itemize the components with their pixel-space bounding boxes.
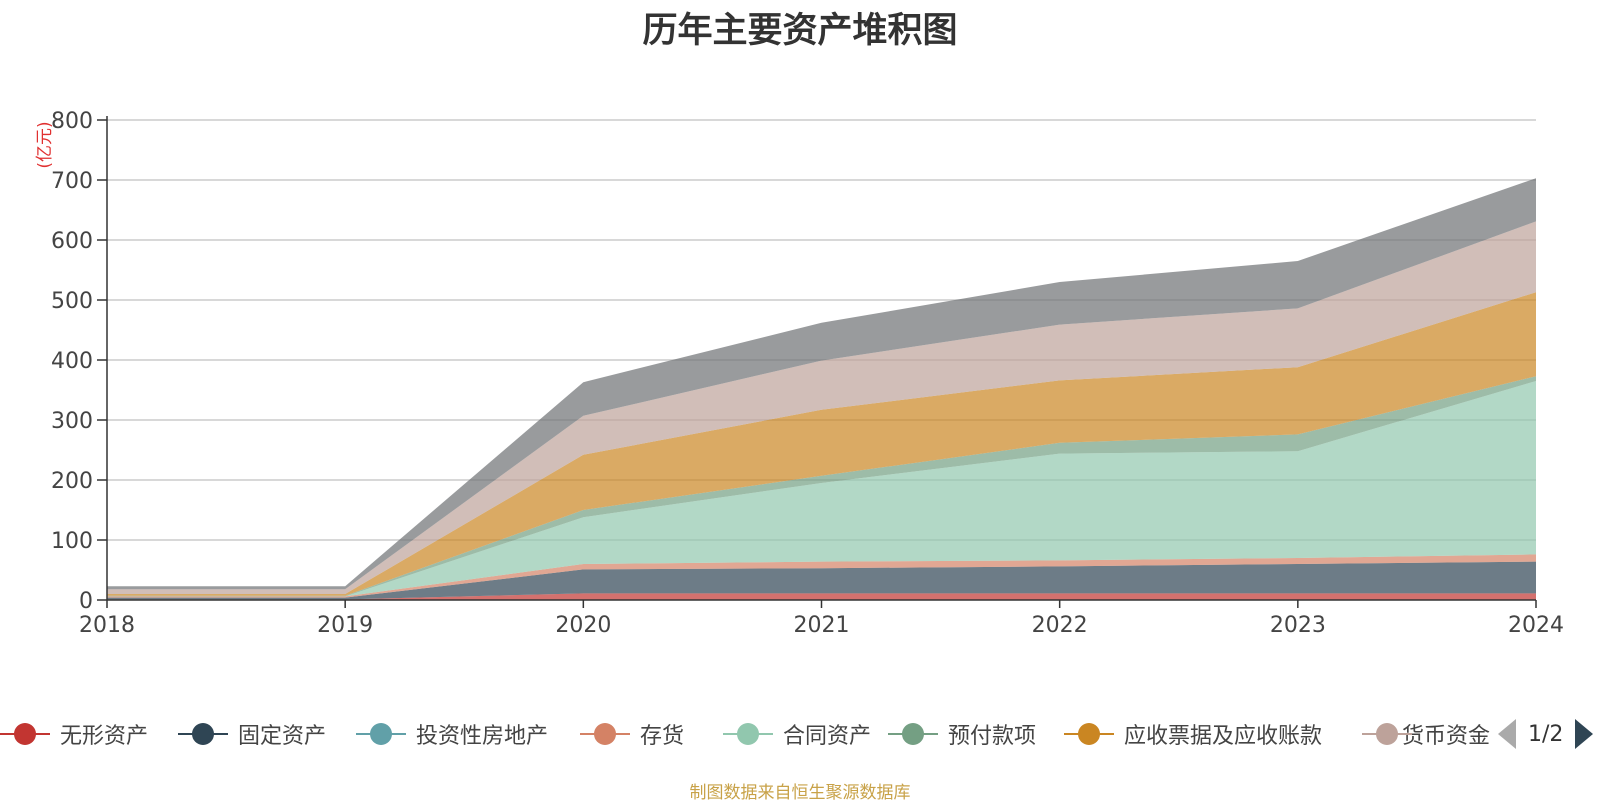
legend-label: 投资性房地产 [416, 724, 549, 749]
y-tick-label: 0 [79, 589, 93, 614]
data-source-note: 制图数据来自恒生聚源数据库 [689, 783, 911, 803]
area-series-3 [107, 554, 1536, 598]
y-tick-label: 700 [51, 169, 93, 194]
legend-item[interactable]: 无形资产 [0, 714, 148, 754]
x-tick-label: 2018 [79, 613, 135, 638]
x-tick-label: 2024 [1508, 613, 1564, 638]
legend-item[interactable]: 预付款项 [888, 714, 1036, 754]
legend-next-arrow-icon[interactable] [1575, 719, 1594, 749]
legend-label: 应收票据及应收账款 [1124, 724, 1323, 749]
legend-item[interactable]: 存货 [580, 714, 684, 754]
x-tick-label: 2019 [317, 613, 373, 638]
legend-page-indicator: 1/2 [1528, 721, 1564, 747]
y-tick-label: 800 [51, 109, 93, 134]
legend-marker-icon [1362, 719, 1412, 749]
y-tick-label: 200 [51, 469, 93, 494]
area-series-1 [107, 561, 1536, 600]
x-tick-label: 2023 [1270, 613, 1326, 638]
y-tick-label: 300 [51, 409, 93, 434]
y-axis-unit-label: (亿元) [35, 121, 55, 168]
y-tick-label: 400 [51, 349, 93, 374]
x-tick-label: 2020 [555, 613, 611, 638]
legend-item[interactable]: 固定资产 [178, 714, 326, 754]
chart-title: 历年主要资产堆积图 [642, 11, 958, 51]
x-tick-label: 2022 [1032, 613, 1088, 638]
legend-marker-icon [888, 719, 938, 749]
legend-label: 存货 [640, 724, 685, 749]
area-series-7 [107, 221, 1536, 594]
legend-item[interactable]: 投资性房地产 [356, 714, 548, 754]
legend-marker-icon [0, 719, 50, 749]
legend-label: 固定资产 [238, 724, 327, 749]
area-series-0 [107, 593, 1536, 600]
area-series-8 [107, 178, 1536, 590]
area-series-4 [107, 381, 1536, 597]
legend-item[interactable]: 应收票据及应收账款 [1064, 714, 1322, 754]
legend-item[interactable]: 货币资金 [1362, 714, 1490, 754]
legend-label: 货币资金 [1401, 724, 1490, 749]
legend-label: 预付款项 [948, 724, 1037, 749]
legend-pager: 1/2 [1498, 714, 1594, 754]
legend-prev-arrow-icon[interactable] [1498, 719, 1516, 749]
stacked-area-chart: 0 100 200 300 400 500 600 700 800 2018 2019 2020 202… [35, 109, 1564, 638]
area-series-6 [107, 292, 1536, 596]
legend-label: 合同资产 [783, 724, 872, 749]
legend-marker-icon [580, 719, 630, 749]
y-tick-label: 100 [51, 529, 93, 554]
chart-legend: 无形资产 固定资产 投资性房地产 存货 合同资产 预付款项 应收票据及应收账款 货币资金 [0, 714, 1600, 754]
y-tick-label: 500 [51, 289, 93, 314]
x-tick-label: 2021 [794, 613, 850, 638]
legend-label: 无形资产 [60, 724, 149, 749]
legend-item[interactable]: 合同资产 [723, 714, 871, 754]
legend-marker-icon [356, 719, 406, 749]
legend-marker-icon [178, 719, 228, 749]
y-tick-label: 600 [51, 229, 93, 254]
legend-marker-icon [1064, 719, 1114, 749]
legend-marker-icon [723, 719, 773, 749]
